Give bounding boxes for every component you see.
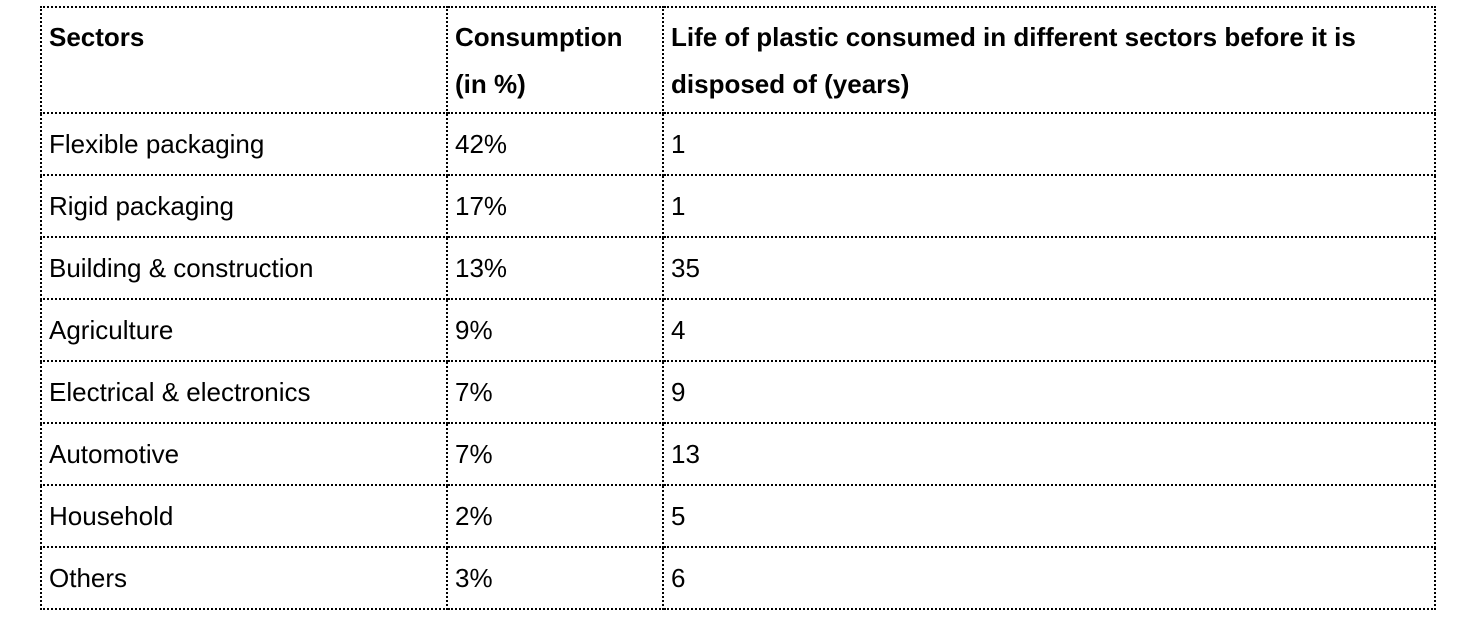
header-life-years: Life of plastic consumed in different se… xyxy=(662,6,1436,114)
sector-plastic-table: Sectors Consumption (in %) Life of plast… xyxy=(40,6,1436,610)
sector-cell: Agriculture xyxy=(40,298,448,362)
life-years-cell: 1 xyxy=(662,174,1436,238)
life-years-cell: 1 xyxy=(662,112,1436,176)
sector-cell: Household xyxy=(40,484,448,548)
sector-cell: Rigid packaging xyxy=(40,174,448,238)
table-row: Electrical & electronics 7% 9 xyxy=(40,360,1436,424)
table-row: Agriculture 9% 4 xyxy=(40,298,1436,362)
header-row: Sectors Consumption (in %) Life of plast… xyxy=(40,6,1436,114)
header-sectors: Sectors xyxy=(40,6,448,114)
sector-cell: Flexible packaging xyxy=(40,112,448,176)
table-row: Building & construction 13% 35 xyxy=(40,236,1436,300)
sector-cell: Building & construction xyxy=(40,236,448,300)
life-years-cell: 6 xyxy=(662,546,1436,610)
consumption-cell: 3% xyxy=(446,546,664,610)
consumption-cell: 2% xyxy=(446,484,664,548)
table-row: Household 2% 5 xyxy=(40,484,1436,548)
table-row: Automotive 7% 13 xyxy=(40,422,1436,486)
consumption-cell: 9% xyxy=(446,298,664,362)
consumption-cell: 7% xyxy=(446,422,664,486)
consumption-cell: 7% xyxy=(446,360,664,424)
life-years-cell: 4 xyxy=(662,298,1436,362)
life-years-cell: 13 xyxy=(662,422,1436,486)
consumption-cell: 17% xyxy=(446,174,664,238)
consumption-cell: 42% xyxy=(446,112,664,176)
table-header: Sectors Consumption (in %) Life of plast… xyxy=(40,6,1436,114)
life-years-cell: 35 xyxy=(662,236,1436,300)
sector-cell: Automotive xyxy=(40,422,448,486)
table-body: Flexible packaging 42% 1 Rigid packaging… xyxy=(40,112,1436,610)
sector-cell: Others xyxy=(40,546,448,610)
table-row: Others 3% 6 xyxy=(40,546,1436,610)
life-years-cell: 9 xyxy=(662,360,1436,424)
header-consumption: Consumption (in %) xyxy=(446,6,664,114)
table-row: Flexible packaging 42% 1 xyxy=(40,112,1436,176)
table-row: Rigid packaging 17% 1 xyxy=(40,174,1436,238)
life-years-cell: 5 xyxy=(662,484,1436,548)
consumption-cell: 13% xyxy=(446,236,664,300)
sector-cell: Electrical & electronics xyxy=(40,360,448,424)
